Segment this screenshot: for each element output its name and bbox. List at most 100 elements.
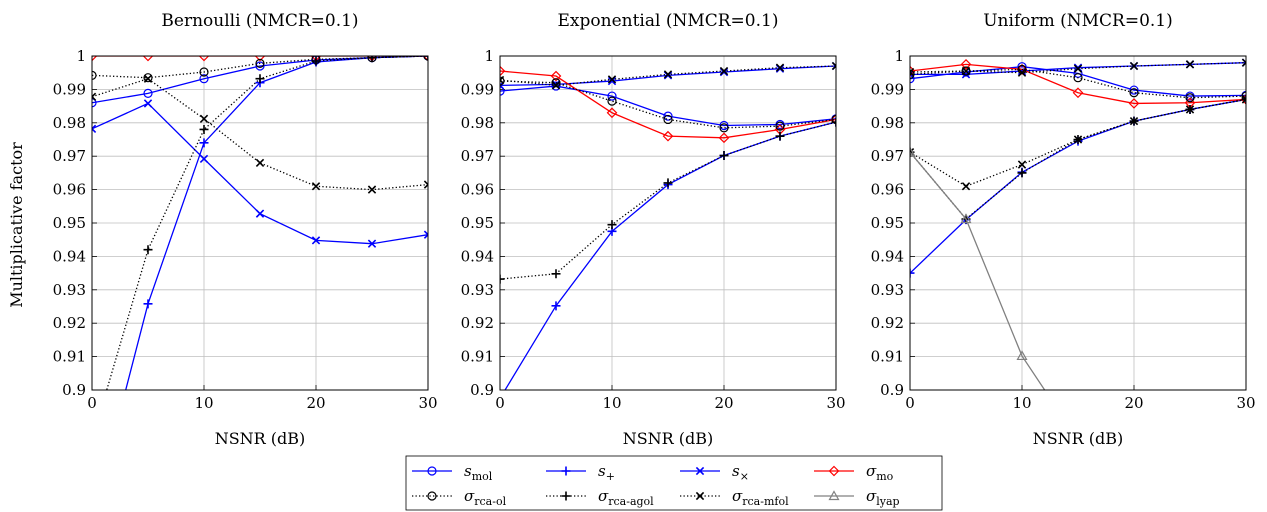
data-point-s-mol: [1129, 85, 1139, 95]
y-tick-label: 0.98: [53, 114, 86, 132]
y-tick-label: 0.96: [53, 181, 86, 199]
data-point-s-times: [311, 236, 321, 245]
data-point-sigma-rca-mfol: [1017, 68, 1027, 77]
y-tick-label: 0.97: [53, 147, 86, 165]
legend-label: σrca-mfol: [732, 487, 789, 508]
legend-label: σmo: [866, 462, 894, 483]
legend-marker: [427, 466, 437, 476]
y-tick-label: 0.91: [53, 348, 86, 366]
series-group: [910, 58, 1246, 390]
series-group: [92, 56, 428, 390]
legend-entry-s-times: s×: [680, 462, 749, 483]
y-tick-label: 0.97: [461, 147, 494, 165]
data-point-sigma-mo: [550, 70, 562, 82]
data-point-s-times: [607, 76, 617, 86]
data-point-sigma-rca-agol: [255, 74, 265, 84]
data-point-sigma-rca-mfol: [367, 185, 377, 194]
legend-label: s+: [598, 462, 615, 483]
data-point-sigma-rca-agol: [311, 56, 321, 66]
y-tick-label: 0.93: [871, 281, 904, 299]
data-point-s-mol: [143, 88, 153, 99]
legend-label: σlyap: [866, 487, 900, 508]
data-point-sigma-rca-mfol-low: [1241, 95, 1246, 104]
data-point-sigma-rca-agol: [607, 220, 617, 230]
data-point-s-times: [255, 209, 265, 218]
x-tick-label: 30: [826, 394, 845, 412]
x-axis-label: NSNR (dB): [1033, 429, 1124, 448]
series-line-sigma-rca-agol: [106, 56, 428, 390]
legend-label: smol: [464, 462, 493, 483]
data-point-sigma-rca-ol: [831, 114, 836, 125]
y-axis-label: Multiplicative factor: [7, 142, 26, 308]
data-point-sigma-mo: [198, 56, 210, 62]
data-point-sigma-rca-agol: [551, 269, 561, 279]
legend-marker: [695, 491, 705, 501]
data-point-sigma-rca-agol: [831, 117, 836, 127]
data-point-sigma-rca-ol: [775, 121, 785, 131]
legend-entry-sigma-lyap: σlyap: [814, 487, 900, 508]
x-axis-label: NSNR (dB): [623, 429, 714, 448]
data-point-sigma-rca-mfol-low: [1073, 135, 1083, 144]
data-point-sigma-mo: [606, 107, 618, 119]
data-point-s-plus: [551, 301, 561, 311]
data-point-s-mol: [500, 86, 505, 96]
plot-frame: [499, 55, 837, 391]
legend-marker: [561, 466, 571, 476]
data-point-sigma-rca-ol: [92, 70, 97, 80]
data-point-sigma-rca-mfol: [1073, 64, 1083, 73]
data-point-sigma-mo: [718, 132, 730, 144]
panel-uniform-nmcr-0-1: Uniform (NMCR=0.1) 0.9 0.91 0.92 0.93 0.94 0.9…: [871, 11, 1256, 448]
data-point-sigma-rca-agol: [500, 274, 505, 284]
data-point-sigma-mo: [500, 65, 506, 77]
data-point-s-mol: [255, 61, 265, 71]
x-tick-label: 10: [194, 394, 213, 412]
data-point-sigma-rca-mfol: [92, 92, 97, 101]
data-point-s-mol: [92, 98, 97, 108]
data-point-sigma-rca-mfol: [607, 75, 617, 84]
y-tick-label: 0.94: [871, 247, 904, 265]
legend-marker: [828, 490, 840, 501]
legend-entry-sigma-rca-mfol: σrca-mfol: [680, 487, 789, 508]
data-point-sigma-rca-mfol-low: [1017, 160, 1027, 169]
data-point-s-times: [367, 239, 377, 248]
data-point-sigma-rca-mfol-low: [1129, 116, 1139, 126]
data-point-s-mol: [719, 120, 729, 131]
panel-title: Exponential (NMCR=0.1): [558, 11, 779, 31]
plot-frame: [91, 55, 429, 391]
data-point-sigma-rca-mfol: [500, 75, 505, 85]
data-point-s-times: [961, 70, 971, 79]
data-point-sigma-rca-mfol: [311, 182, 321, 191]
data-point-sigma-lyap: [910, 146, 916, 157]
y-tick-label: 0.97: [871, 147, 904, 165]
data-point-sigma-rca-ol: [551, 78, 561, 88]
series-line-sigma-rca-agol: [910, 98, 1246, 220]
data-point-sigma-rca-mfol: [775, 63, 785, 72]
y-tick-label: 0.96: [461, 181, 494, 199]
data-point-sigma-rca-ol: [143, 73, 153, 83]
y-tick-label: 1: [484, 47, 494, 65]
data-point-sigma-rca-ol: [719, 123, 729, 133]
data-point-sigma-mo: [1072, 87, 1084, 99]
data-point-s-plus: [910, 268, 915, 278]
data-point-sigma-rca-mfol: [719, 66, 729, 76]
y-tick-label: 0.94: [461, 247, 494, 265]
x-tick-label: 20: [1124, 394, 1143, 412]
y-tick-label: 0.95: [461, 214, 494, 232]
legend-entry-sigma-rca-ol: σrca-ol: [412, 487, 507, 508]
data-point-sigma-mo: [830, 114, 836, 125]
series-line-s-plus: [910, 98, 1246, 274]
plot-frame: [909, 55, 1247, 391]
panel-bernoulli-nmcr-0-1: Bernoulli (NMCR=0.1) 0.9 0.91 0.92 0.93 0.94 0…: [53, 11, 438, 448]
y-tick-label: 1: [76, 47, 86, 65]
data-point-sigma-rca-ol: [255, 58, 265, 68]
data-point-sigma-rca-mfol: [551, 81, 561, 90]
data-point-sigma-rca-agol: [199, 124, 209, 134]
y-tick-label: 0.99: [53, 80, 86, 98]
x-tick-label: 20: [714, 394, 733, 412]
data-point-sigma-rca-ol: [1073, 73, 1083, 83]
y-tick-label: 0.95: [53, 214, 86, 232]
data-point-sigma-rca-mfol: [663, 70, 673, 79]
data-point-sigma-rca-ol: [607, 96, 617, 106]
y-tick-label: 0.92: [461, 314, 494, 332]
legend-label: s×: [732, 462, 749, 483]
